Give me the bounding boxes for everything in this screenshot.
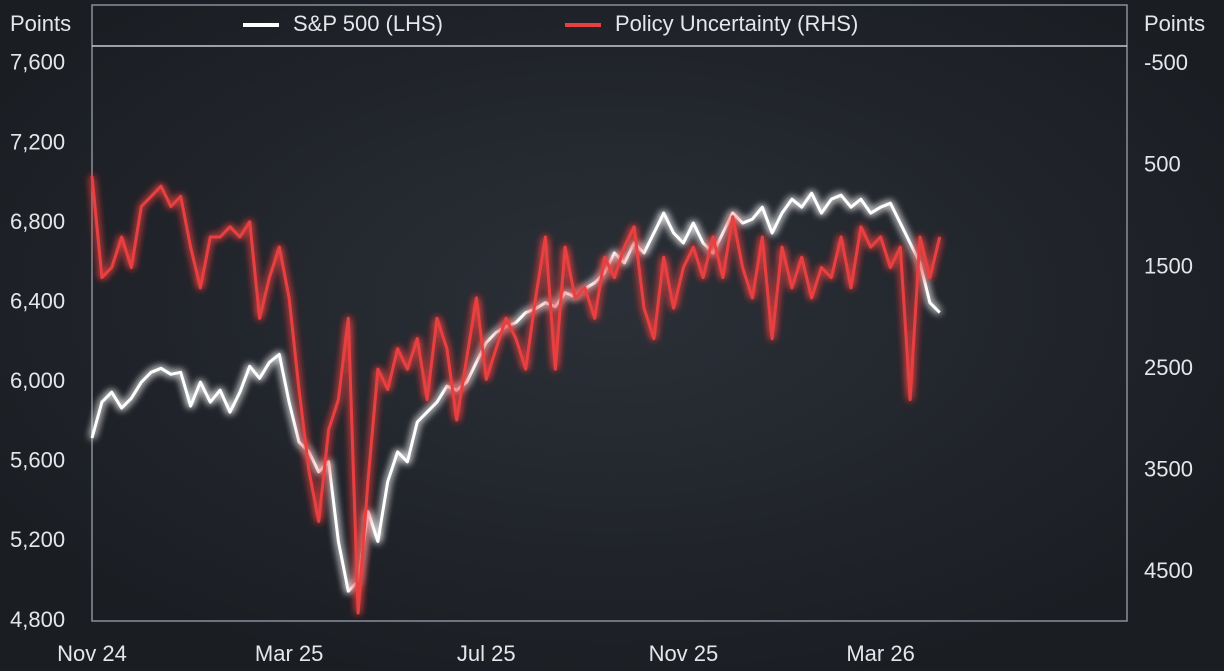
y2-tick-label: 4500 — [1144, 558, 1193, 583]
y2-tick-label: 2500 — [1144, 355, 1193, 380]
series-line — [90, 191, 941, 593]
y2-tick-label: 1500 — [1144, 253, 1193, 278]
y-tick-label: 7,200 — [10, 129, 65, 154]
series-line — [90, 175, 942, 615]
y-tick-label: 5,200 — [10, 527, 65, 552]
legend-label: Policy Uncertainty (RHS) — [615, 11, 858, 36]
y-axis-title: Points — [10, 11, 71, 36]
x-tick-label: Mar 25 — [255, 641, 323, 666]
x-tick-label: Mar 26 — [846, 641, 914, 666]
y-tick-label: 6,800 — [10, 209, 65, 234]
y2-tick-label: -500 — [1144, 50, 1188, 75]
y-tick-label: 6,000 — [10, 368, 65, 393]
y2-tick-label: 500 — [1144, 152, 1181, 177]
x-tick-label: Nov 24 — [57, 641, 127, 666]
y2-axis-title: Points — [1144, 11, 1205, 36]
plot-frame — [91, 4, 1128, 622]
y-tick-label: 5,600 — [10, 448, 65, 473]
y2-tick-label: 3500 — [1144, 456, 1193, 481]
y-tick-label: 7,600 — [10, 50, 65, 75]
y-tick-label: 4,800 — [10, 607, 65, 632]
y-tick-label: 6,400 — [10, 288, 65, 313]
legend-label: S&P 500 (LHS) — [293, 11, 443, 36]
x-tick-label: Nov 25 — [649, 641, 719, 666]
x-tick-label: Jul 25 — [457, 641, 516, 666]
